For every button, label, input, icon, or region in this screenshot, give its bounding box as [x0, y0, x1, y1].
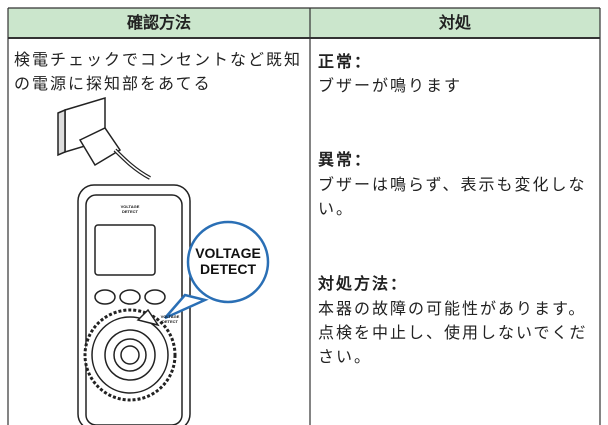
- device-label: DETECT: [122, 209, 139, 214]
- action-text: ブザーは鳴らず、表示も変化しない。: [318, 175, 587, 218]
- callout-label: VOLTAGE: [195, 245, 261, 261]
- action-heading: 正常：: [318, 52, 373, 71]
- header-cell: 対処: [310, 8, 600, 38]
- device-label: VOLTAGE: [121, 204, 140, 209]
- check-text: 検電チェックでコンセントなど既知の電源に探知部をあてる: [14, 50, 303, 93]
- action-heading: 対処方法：: [318, 274, 409, 293]
- action-text: ブザーが鳴ります: [318, 76, 463, 95]
- action-text: 本器の故障の可能性があります。点検を中止し、使用しないでください。: [318, 299, 588, 366]
- dial-label: DETECT: [162, 319, 179, 324]
- dial-label: VOLTAGE: [161, 314, 180, 319]
- header-cell: 確認方法: [8, 8, 310, 38]
- callout-label: DETECT: [200, 261, 256, 277]
- action-heading: 異常：: [318, 150, 373, 169]
- illustration: VOLTAGE DETECT VOLTAGE DETECT VOLTAGE DE…: [57, 96, 270, 425]
